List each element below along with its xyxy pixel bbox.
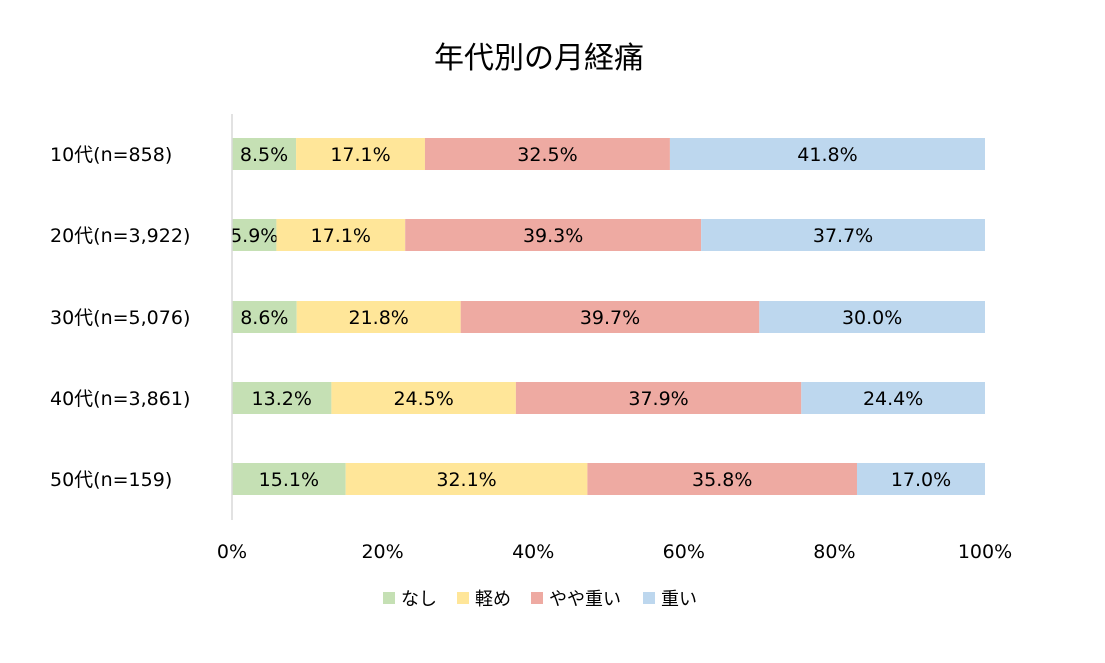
data-label: 21.8% xyxy=(349,307,409,329)
data-label: 5.9% xyxy=(230,225,278,247)
data-label: 24.5% xyxy=(393,388,453,410)
legend-swatch xyxy=(457,592,469,604)
bar-segment xyxy=(232,463,346,495)
bar-segment xyxy=(759,301,985,333)
data-label: 30.0% xyxy=(842,307,902,329)
legend-label: 軽め xyxy=(475,589,511,610)
category-label: 50代(n=159) xyxy=(50,469,172,491)
data-label: 13.2% xyxy=(252,388,312,410)
data-label: 8.6% xyxy=(240,307,288,329)
data-label: 17.1% xyxy=(311,225,371,247)
bar-segment xyxy=(424,138,670,170)
legend-label: なし xyxy=(401,589,437,610)
legend-swatch xyxy=(643,592,655,604)
data-label: 24.4% xyxy=(863,388,923,410)
x-tick-labels: 0% 20% 40% 60% 80% 100% xyxy=(217,541,1012,563)
category-labels: 10代(n=858) 20代(n=3,922) 30代(n=5,076) 40代(n=… xyxy=(50,144,190,491)
data-label: 37.9% xyxy=(628,388,688,410)
legend-label: 重い xyxy=(661,589,697,610)
x-tick-label: 40% xyxy=(512,541,554,563)
category-label: 40代(n=3,861) xyxy=(50,388,190,410)
category-label: 10代(n=858) xyxy=(50,144,172,166)
bar-segment xyxy=(405,219,702,251)
bar-segment xyxy=(232,382,332,414)
legend-label: やや重い xyxy=(549,589,621,610)
x-tick-label: 0% xyxy=(217,541,247,563)
data-label: 39.3% xyxy=(523,225,583,247)
bar-segment xyxy=(701,219,985,251)
x-tick-label: 100% xyxy=(958,541,1012,563)
bar-segment xyxy=(232,301,297,333)
legend-swatch xyxy=(383,592,395,604)
x-tick-label: 20% xyxy=(361,541,403,563)
category-label: 20代(n=3,922) xyxy=(50,225,190,247)
bar-segment xyxy=(669,138,985,170)
legend: なし 軽め やや重い 重い xyxy=(383,589,697,610)
bar-segment xyxy=(331,382,516,414)
bar-segment xyxy=(345,463,588,495)
bar-segment xyxy=(856,463,985,495)
data-label: 32.1% xyxy=(436,469,496,491)
data-label: 37.7% xyxy=(813,225,873,247)
category-label: 30代(n=5,076) xyxy=(50,307,190,329)
bar-segment xyxy=(460,301,760,333)
data-label: 8.5% xyxy=(240,144,288,166)
data-label: 41.8% xyxy=(797,144,857,166)
legend-swatch xyxy=(531,592,543,604)
chart-title: 年代別の月経痛 xyxy=(434,41,644,76)
data-label: 35.8% xyxy=(692,469,752,491)
data-label: 17.0% xyxy=(891,469,951,491)
bar-segment xyxy=(276,219,406,251)
bar-segment xyxy=(296,301,461,333)
data-label: 39.7% xyxy=(580,307,640,329)
bars-group: 8.5% 17.1% 32.5% 41.8% 5.9% 17.1% 39.3% 37.7% 8.… xyxy=(230,138,985,495)
x-tick-label: 80% xyxy=(813,541,855,563)
data-label: 32.5% xyxy=(517,144,577,166)
bar-segment xyxy=(587,463,857,495)
bar-segment xyxy=(232,219,277,251)
data-label: 15.1% xyxy=(259,469,319,491)
bar-segment xyxy=(296,138,425,170)
bar-segment xyxy=(801,382,985,414)
bar-segment xyxy=(232,138,297,170)
x-tick-label: 60% xyxy=(663,541,705,563)
bar-segment xyxy=(515,382,802,414)
data-label: 17.1% xyxy=(330,144,390,166)
